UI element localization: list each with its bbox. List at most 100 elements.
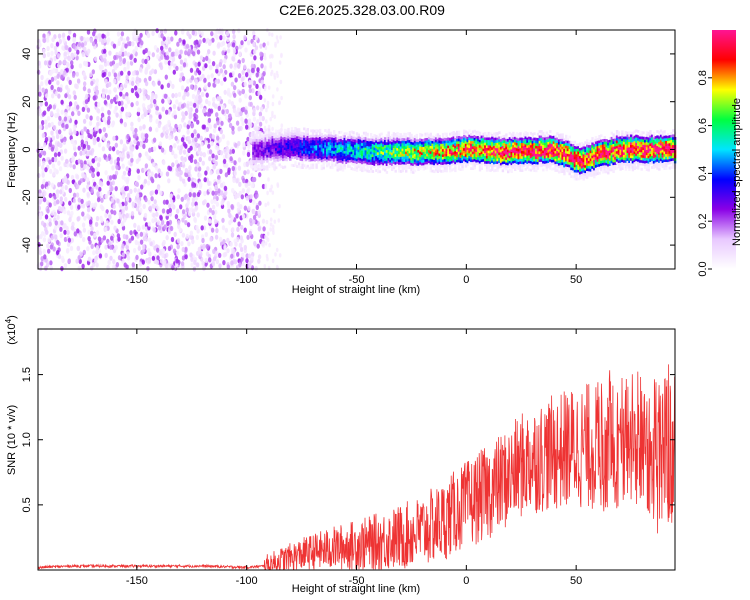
signal-cell — [501, 169, 505, 173]
signal-cell — [470, 146, 473, 149]
signal-cell — [496, 134, 499, 138]
noise-cell — [146, 180, 151, 186]
signal-cell — [461, 165, 464, 169]
signal-cell — [266, 146, 269, 150]
noise-cell — [218, 61, 222, 68]
signal-cell — [336, 155, 339, 159]
noise-cell — [273, 114, 277, 120]
signal-cell — [470, 138, 473, 142]
signal-cell — [262, 141, 266, 145]
signal-cell — [424, 164, 427, 167]
noise-cell — [238, 242, 243, 248]
signal-cell — [417, 160, 420, 164]
signal-cell — [301, 147, 304, 151]
signal-cell — [438, 150, 441, 154]
signal-cell — [485, 166, 489, 169]
noise-cell — [257, 86, 262, 92]
signal-cell — [529, 150, 533, 154]
signal-cell — [384, 155, 387, 159]
signal-cell — [375, 134, 378, 138]
signal-cell — [322, 143, 325, 146]
signal-cell — [480, 159, 483, 163]
signal-cell — [496, 166, 499, 170]
signal-cell — [396, 134, 399, 138]
noise-cell — [103, 99, 108, 105]
noise-cell — [224, 227, 229, 233]
signal-cell — [348, 165, 352, 168]
signal-cell — [470, 133, 473, 136]
signal-cell — [536, 153, 540, 157]
signal-cell — [494, 147, 498, 151]
noise-cell — [53, 152, 58, 158]
signal-cell — [427, 157, 431, 161]
noise-cell — [126, 251, 130, 257]
signal-cell — [329, 165, 332, 169]
signal-cell — [257, 167, 260, 171]
signal-cell — [253, 152, 257, 155]
signal-cell — [375, 145, 378, 149]
noise-cell — [203, 84, 208, 90]
signal-cell — [304, 134, 308, 138]
signal-cell — [255, 159, 259, 163]
signal-cell — [366, 143, 369, 147]
noise-cell — [166, 220, 170, 226]
noise-cell — [196, 191, 201, 198]
signal-cell — [253, 154, 257, 158]
signal-cell — [389, 149, 392, 152]
signal-cell — [507, 146, 510, 150]
signal-cell — [431, 164, 434, 168]
noise-cell — [76, 183, 80, 190]
noise-cell — [108, 104, 113, 110]
signal-cell — [287, 156, 290, 160]
signal-cell — [280, 133, 283, 137]
signal-cell — [369, 135, 373, 139]
signal-cell — [542, 158, 545, 161]
signal-cell — [322, 161, 325, 165]
signal-cell — [257, 160, 260, 163]
noise-cell — [45, 37, 50, 43]
signal-cell — [338, 154, 341, 158]
noise-cell — [245, 258, 249, 264]
noise-cell — [91, 262, 96, 268]
noise-cell — [248, 160, 253, 166]
signal-cell — [340, 167, 343, 171]
signal-cell — [331, 150, 334, 154]
signal-cell — [405, 151, 408, 155]
signal-cell — [275, 158, 278, 162]
signal-cell — [394, 133, 397, 136]
signal-cell — [445, 159, 448, 162]
noise-cell — [73, 129, 77, 135]
noise-cell — [239, 235, 243, 241]
noise-cell — [176, 238, 181, 244]
signal-cell — [529, 160, 533, 164]
signal-cell — [278, 142, 281, 146]
noise-cell — [185, 233, 189, 239]
signal-cell — [320, 151, 324, 155]
signal-cell — [403, 132, 406, 136]
signal-cell — [542, 142, 545, 146]
signal-cell — [510, 149, 513, 152]
signal-cell — [273, 138, 276, 141]
signal-cell — [276, 158, 280, 162]
signal-cell — [289, 131, 292, 135]
noise-cell — [276, 73, 279, 79]
noise-cell — [59, 226, 63, 232]
noise-cell — [236, 226, 240, 232]
noise-cell — [183, 57, 188, 64]
signal-cell — [510, 141, 513, 145]
noise-cell — [95, 262, 99, 268]
signal-cell — [357, 146, 360, 150]
signal-cell — [385, 139, 389, 143]
signal-cell — [364, 163, 367, 166]
noise-cell — [218, 252, 222, 258]
signal-cell — [438, 148, 441, 151]
noise-cell — [60, 109, 64, 115]
signal-cell — [283, 136, 287, 140]
noise-cell — [189, 157, 194, 163]
signal-cell — [434, 150, 438, 153]
signal-cell — [521, 137, 524, 141]
signal-cell — [441, 138, 445, 142]
noise-cell — [97, 101, 101, 108]
noise-cell — [181, 232, 186, 238]
noise-cell — [114, 170, 119, 176]
